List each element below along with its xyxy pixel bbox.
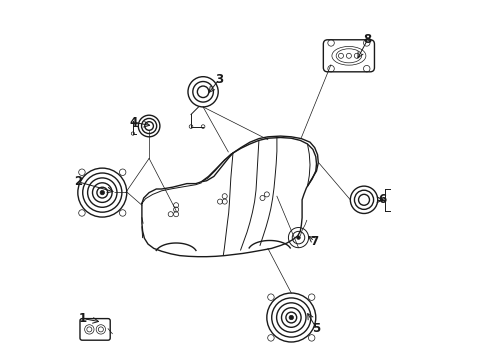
Text: 7: 7: [310, 235, 318, 248]
Circle shape: [288, 315, 293, 320]
Text: 2: 2: [74, 175, 82, 188]
Circle shape: [100, 190, 104, 195]
Text: 5: 5: [312, 322, 320, 335]
Text: 3: 3: [215, 73, 223, 86]
Text: 4: 4: [130, 116, 138, 129]
Text: 1: 1: [79, 312, 87, 325]
Text: 6: 6: [378, 193, 386, 206]
Text: 8: 8: [363, 33, 371, 46]
Circle shape: [296, 236, 300, 239]
